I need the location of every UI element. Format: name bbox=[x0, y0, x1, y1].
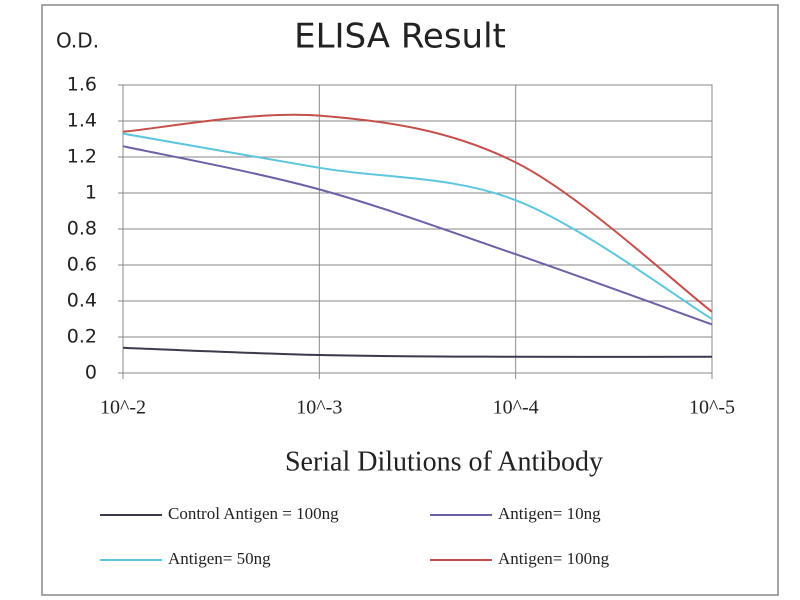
x-tick-label: 10^-2 bbox=[100, 397, 146, 419]
x-tick-label: 10^-3 bbox=[296, 397, 342, 419]
plot-border bbox=[122, 84, 713, 374]
chart-title: ELISA Result bbox=[294, 17, 506, 57]
y-tick-label: 0.2 bbox=[67, 326, 97, 348]
series-line bbox=[122, 145, 713, 326]
legend-label: Antigen= 50ng bbox=[168, 549, 271, 568]
y-tick-label: 0.4 bbox=[67, 290, 97, 312]
y-tick-label: 1.2 bbox=[67, 146, 97, 168]
legend-label: Antigen= 10ng bbox=[498, 504, 601, 523]
y-tick-label: 1.4 bbox=[67, 110, 97, 132]
y-tick-label: 0.8 bbox=[67, 218, 97, 240]
chart-border bbox=[41, 4, 779, 596]
x-tick-label: 10^-4 bbox=[493, 397, 539, 419]
y-axis-label: O.D. bbox=[56, 29, 99, 53]
y-tick-label: 0 bbox=[85, 362, 97, 384]
series-line bbox=[122, 132, 713, 320]
y-tick-label: 1.6 bbox=[67, 74, 97, 96]
legend-label: Antigen= 100ng bbox=[498, 549, 610, 568]
legend-label: Control Antigen = 100ng bbox=[168, 504, 339, 523]
x-axis-label: Serial Dilutions of Antibody bbox=[285, 446, 603, 477]
series-line bbox=[122, 113, 713, 313]
y-tick-label: 0.6 bbox=[67, 254, 97, 276]
x-tick-label: 10^-5 bbox=[689, 397, 735, 419]
y-tick-label: 1 bbox=[85, 182, 97, 204]
series-line bbox=[122, 346, 713, 358]
